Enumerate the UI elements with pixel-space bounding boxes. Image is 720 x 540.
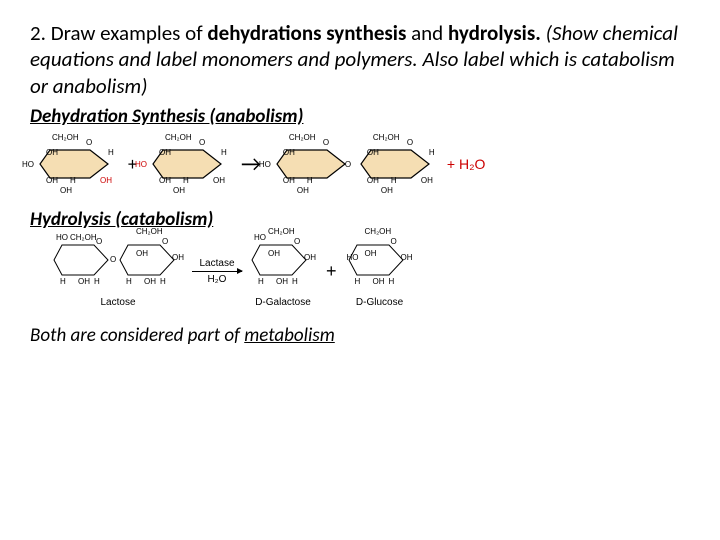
- galactose-caption: D-Galactose: [255, 297, 311, 308]
- footer-key: metabolism: [244, 324, 335, 347]
- lbl-ch2oh: CH₂OH: [373, 133, 400, 142]
- galactose-molecule: HO CH₂OH O OH H OH H OH D-Galactose: [248, 235, 318, 308]
- lbl-h: H: [355, 277, 361, 286]
- lbl-oh: OH: [46, 176, 58, 185]
- glucose-ring: HO CH₂OH O OH H OH H OH: [345, 235, 415, 295]
- lbl-o: O: [391, 237, 397, 246]
- lbl-oh: OH: [159, 148, 171, 157]
- lbl-ho: HO: [22, 160, 34, 169]
- lbl-oh: OH: [365, 249, 377, 258]
- lactose-ring-2: CH₂OH O OH H OH H OH: [116, 235, 186, 295]
- lbl-oh: OH: [172, 253, 184, 262]
- lbl-oh: OH: [78, 277, 90, 286]
- section1-label: Dehydration Synthesis (anabolism): [30, 105, 690, 128]
- lbl-h: H: [60, 277, 66, 286]
- lbl-o: O: [407, 138, 413, 147]
- monomer-2: CH₂OH O H HO OH H OH OH OH: [143, 134, 235, 194]
- enzyme-name: Lactase: [199, 258, 234, 269]
- lbl-ho: HO: [259, 160, 271, 169]
- lactose-ring-1: HO CH₂OH O H OH H O: [50, 235, 120, 295]
- lbl-oh: OH: [46, 148, 58, 157]
- lbl-o: O: [294, 237, 300, 246]
- lbl-oh: OH: [159, 176, 171, 185]
- lbl-ho-red: HO: [135, 160, 147, 169]
- lbl-h: H: [391, 176, 397, 185]
- footer-pre: Both are considered part of: [30, 324, 244, 347]
- dehydration-diagram: CH₂OH O H HO OH H OH OH OH + CH₂OH O H H…: [30, 134, 690, 194]
- lbl-o: O: [162, 237, 168, 246]
- polymer-unit-1: CH₂OH O HO OH H OH OH O: [267, 134, 353, 194]
- lbl-oh: OH: [283, 176, 295, 185]
- lbl-h: H: [292, 277, 298, 286]
- lbl-h: H: [389, 277, 395, 286]
- lbl-h: H: [108, 148, 114, 157]
- lbl-oh: OH: [421, 176, 433, 185]
- lbl-ch2oh: CH₂OH: [268, 227, 295, 236]
- lbl-oh: OH: [276, 277, 288, 286]
- lbl-oh: OH: [268, 249, 280, 258]
- lbl-h: H: [160, 277, 166, 286]
- lbl-oh: OH: [213, 176, 225, 185]
- lactose-caption: Lactose: [100, 297, 135, 308]
- water-in: H₂O: [208, 274, 227, 285]
- lbl-oh: OH: [367, 176, 379, 185]
- lbl-oh: OH: [136, 249, 148, 258]
- lbl-h: H: [70, 176, 76, 185]
- glucose-molecule: HO CH₂OH O OH H OH H OH D-Glucose: [345, 235, 415, 308]
- lbl-oh: OH: [373, 277, 385, 286]
- lbl-h: H: [307, 176, 313, 185]
- lbl-oh: OH: [381, 186, 393, 195]
- lbl-o: O: [86, 138, 92, 147]
- q-prefix: 2. Draw examples of: [30, 20, 207, 46]
- lbl-oh: OH: [173, 186, 185, 195]
- lbl-oh: OH: [304, 253, 316, 262]
- lbl-ch2oh: CH₂OH: [365, 227, 392, 236]
- plus-icon: +: [324, 261, 339, 282]
- lbl-ch2oh: CH₂OH: [52, 133, 79, 142]
- lbl-oh: OH: [144, 277, 156, 286]
- lbl-o: O: [199, 138, 205, 147]
- q-mid: and: [411, 20, 448, 46]
- lbl-ch2oh: CH₂OH: [289, 133, 316, 142]
- lbl-oh-red: OH: [100, 176, 112, 185]
- lbl-o: O: [96, 237, 102, 246]
- footer-text: Both are considered part of metabolism: [30, 324, 690, 347]
- enzyme-arrow-block: Lactase H₂O: [192, 258, 242, 285]
- hydrolysis-diagram: HO CH₂OH O H OH H O CH₂OH O OH H OH H OH: [50, 235, 690, 308]
- polymer-unit-2: CH₂OH O H OH H OH OH OH: [351, 134, 443, 194]
- lbl-h: H: [429, 148, 435, 157]
- q-bold2: hydrolysis.: [448, 20, 546, 46]
- lbl-h: H: [94, 277, 100, 286]
- lbl-oh: OH: [401, 253, 413, 262]
- lbl-ch2oh: CH₂OH: [165, 133, 192, 142]
- lbl-oh: OH: [60, 186, 72, 195]
- lbl-h: H: [258, 277, 264, 286]
- water-out: + H₂O: [447, 156, 486, 172]
- monomer-1: CH₂OH O H HO OH H OH OH OH: [30, 134, 122, 194]
- lbl-ho: HO: [347, 253, 359, 262]
- galactose-ring: HO CH₂OH O OH H OH H OH: [248, 235, 318, 295]
- question-text: 2. Draw examples of dehydrations synthes…: [30, 20, 690, 99]
- lbl-h: H: [221, 148, 227, 157]
- arrow-right-icon: [192, 271, 242, 272]
- lactose-molecule: HO CH₂OH O H OH H O CH₂OH O OH H OH H OH: [50, 235, 186, 308]
- lbl-ch2oh: CH₂OH: [136, 227, 163, 236]
- lbl-oh: OH: [283, 148, 295, 157]
- lbl-ho: HO: [56, 233, 68, 242]
- lbl-h: H: [126, 277, 132, 286]
- lbl-o: O: [323, 138, 329, 147]
- q-bold1: dehydrations synthesis: [207, 20, 411, 46]
- lbl-ch2oh: CH₂OH: [70, 233, 97, 242]
- lbl-oh: OH: [367, 148, 379, 157]
- lbl-h: H: [183, 176, 189, 185]
- section2-label: Hydrolysis (catabolism): [30, 208, 690, 231]
- lbl-oh: OH: [297, 186, 309, 195]
- glucose-caption: D-Glucose: [356, 297, 403, 308]
- lbl-ho: HO: [254, 233, 266, 242]
